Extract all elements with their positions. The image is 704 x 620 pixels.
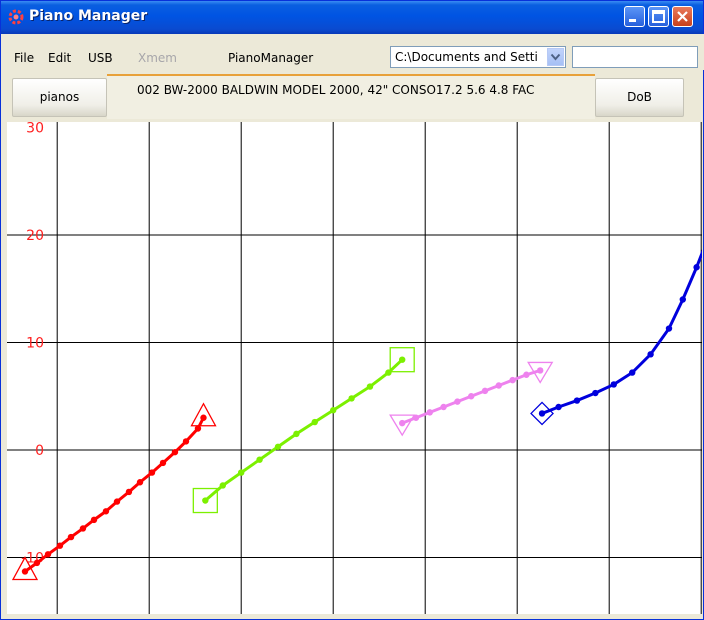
data-point [171,448,179,456]
data-point [537,367,544,374]
data-point [79,525,87,532]
maximize-icon [652,10,665,23]
triangle-up-marker [11,556,39,581]
data-point [21,568,29,575]
data-point [56,542,64,549]
diamond-marker [530,401,554,426]
path-dropdown[interactable]: C:\Documents and Setti [390,46,566,68]
close-icon [677,11,688,22]
data-point [102,508,110,515]
data-point [665,325,673,332]
data-point [412,414,420,421]
data-point [693,264,700,271]
chevron-down-icon [550,53,561,61]
triangle-up-marker [190,402,217,427]
data-point [555,403,562,411]
data-point [67,533,75,541]
data-point [148,469,156,476]
path-dropdown-value: C:\Documents and Setti [395,50,538,64]
data-point [629,369,636,376]
menu-pianomanager[interactable]: PianoManager [228,51,314,65]
data-point [509,376,516,384]
data-point [274,443,282,450]
data-point [679,296,686,303]
window-title: Piano Manager [29,8,148,24]
data-point [293,430,300,438]
data-point [159,459,167,467]
data-point [399,356,406,363]
close-button[interactable] [672,6,693,27]
square-marker [192,487,218,514]
data-point [592,389,599,397]
data-point [366,383,374,390]
data-point [256,456,263,463]
data-point [610,381,617,388]
y-tick-label: 30 [26,122,44,137]
menu-xmem[interactable]: Xmem [138,51,177,65]
menu-usb[interactable]: USB [88,51,113,65]
triangle-down-marker [527,361,554,384]
title-bar[interactable]: Piano Manager [1,1,703,34]
y-tick-label: 0 [35,443,44,459]
data-point [194,425,202,432]
series-line [204,358,404,502]
dropdown-arrow-button[interactable] [547,48,564,66]
data-point [182,438,190,445]
triangle-down-marker [389,414,416,437]
y-tick-label: 10 [26,336,44,352]
data-point [219,482,226,489]
search-input[interactable] [572,46,698,68]
data-point [330,407,337,414]
minimize-button[interactable] [624,6,645,27]
data-point [348,395,355,402]
data-point [495,382,502,389]
data-point [33,559,41,567]
minimize-icon [629,19,636,22]
data-point [481,387,489,395]
data-point [90,516,98,524]
data-point [200,414,207,421]
data-point [311,418,318,426]
data-point [523,371,530,378]
dob-button[interactable]: DoB [595,78,684,117]
menu-file[interactable]: File [14,51,35,65]
maximize-button[interactable] [648,6,669,27]
y-tick-label: 20 [26,228,44,244]
data-point [44,551,52,558]
data-point [454,398,461,405]
square-marker [389,347,415,373]
app-gear-icon [8,9,24,25]
pianos-button[interactable]: pianos [12,78,107,117]
data-point [238,469,245,476]
data-point [125,488,133,496]
data-point [573,397,581,404]
piano-info-text: 002 BW-2000 BALDWIN MODEL 2000, 42" CONS… [137,83,535,97]
data-point [136,479,144,486]
data-point [426,409,433,416]
data-point [538,410,546,417]
data-point [468,393,475,400]
data-point [113,498,121,505]
data-point [399,419,406,427]
plot-background [7,122,702,614]
piano-info-panel: 002 BW-2000 BALDWIN MODEL 2000, 42" CONS… [107,74,595,119]
data-point [440,403,447,411]
data-point [647,351,654,358]
data-point [202,497,209,504]
menu-edit[interactable]: Edit [48,51,72,65]
